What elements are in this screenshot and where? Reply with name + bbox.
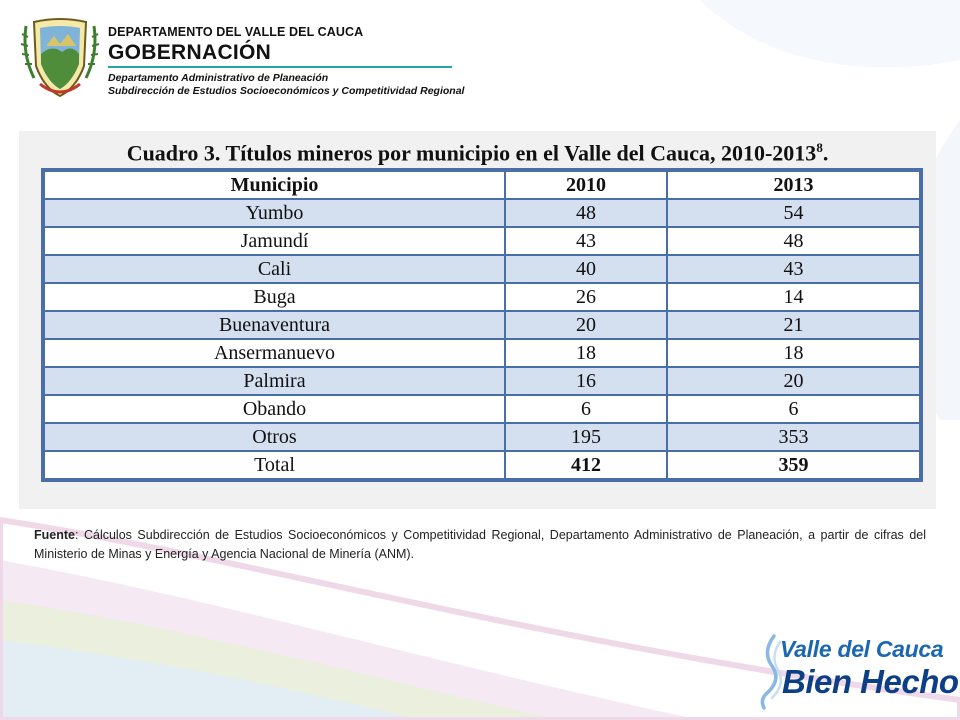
cell-municipio: Ansermanuevo xyxy=(41,338,506,368)
cell-2010: 43 xyxy=(504,226,668,256)
table-row: Obando 6 6 xyxy=(41,394,923,424)
cell-2013: 18 xyxy=(666,338,923,368)
cell-2010: 16 xyxy=(504,366,668,396)
cell-municipio: Jamundí xyxy=(41,226,506,256)
cell-2010-total: 412 xyxy=(504,450,668,482)
table-row: Palmira 16 20 xyxy=(41,366,923,396)
cell-municipio: Otros xyxy=(41,422,506,452)
table-row: Cali 40 43 xyxy=(41,254,923,284)
cell-2010: 40 xyxy=(504,254,668,284)
table-caption: Cuadro 3. Títulos mineros por municipio … xyxy=(19,140,936,166)
table-row: Buga 26 14 xyxy=(41,282,923,312)
cell-2010: 26 xyxy=(504,282,668,312)
department-title: DEPARTAMENTO DEL VALLE DEL CAUCA xyxy=(108,25,364,39)
table-total-row: Total 412 359 xyxy=(41,450,923,482)
source-label: Fuente xyxy=(34,528,75,542)
page-header: DEPARTAMENTO DEL VALLE DEL CAUCA GOBERNA… xyxy=(16,14,464,104)
caption-text: Cuadro 3. Títulos mineros por municipio … xyxy=(126,140,817,166)
header-subtitle-subdireccion: Subdirección de Estudios Socioeconómicos… xyxy=(108,85,465,97)
logo-line-valle: Valle del Cauca xyxy=(780,636,944,662)
cell-2013: 14 xyxy=(666,282,923,312)
table-row: Yumbo 48 54 xyxy=(41,198,923,228)
gobernacion-title: GOBERNACIÓN xyxy=(108,41,272,64)
source-text: : Cálculos Subdirección de Estudios Soci… xyxy=(34,528,926,561)
cell-2010: 48 xyxy=(504,198,668,228)
cell-2013: 353 xyxy=(666,422,923,452)
cell-municipio: Cali xyxy=(41,254,506,284)
cell-2013: 54 xyxy=(666,198,923,228)
cell-municipio: Palmira xyxy=(41,366,506,396)
column-header-2010: 2010 xyxy=(504,168,668,200)
cell-2013: 21 xyxy=(666,310,923,340)
cell-municipio: Obando xyxy=(41,394,506,424)
table-row: Buenaventura 20 21 xyxy=(41,310,923,340)
cell-2013: 48 xyxy=(666,226,923,256)
header-divider xyxy=(108,66,452,68)
cell-2010: 20 xyxy=(504,310,668,340)
cell-2010: 195 xyxy=(504,422,668,452)
source-note: Fuente: Cálculos Subdirección de Estudio… xyxy=(34,526,926,564)
table-row: Ansermanuevo 18 18 xyxy=(41,338,923,368)
cell-municipio: Yumbo xyxy=(41,198,506,228)
table-header-row: Municipio 2010 2013 xyxy=(41,168,923,200)
cell-2013: 43 xyxy=(666,254,923,284)
cell-municipio: Buga xyxy=(41,282,506,312)
valle-bien-hecho-logo: Valle del Cauca Bien Hecho! xyxy=(752,632,960,716)
cell-municipio: Buenaventura xyxy=(41,310,506,340)
column-header-municipio: Municipio xyxy=(41,168,506,200)
header-subtitle-planeacion: Departamento Administrativo de Planeació… xyxy=(108,72,329,84)
table-panel: Cuadro 3. Títulos mineros por municipio … xyxy=(19,131,936,509)
logo-line-bien-hecho: Bien Hecho! xyxy=(782,663,960,700)
valle-swirl-icon xyxy=(760,634,783,710)
mining-titles-table: Municipio 2010 2013 Yumbo 48 54 Jamundí … xyxy=(41,168,923,482)
cell-2013-total: 359 xyxy=(666,450,923,482)
table-row: Jamundí 43 48 xyxy=(41,226,923,256)
caption-footnote: 8 xyxy=(816,140,823,155)
cell-2013: 6 xyxy=(666,394,923,424)
caption-end: . xyxy=(822,140,829,166)
cell-2010: 18 xyxy=(504,338,668,368)
cell-2010: 6 xyxy=(504,394,668,424)
department-crest-icon xyxy=(20,18,100,98)
table-row: Otros 195 353 xyxy=(41,422,923,452)
cell-2013: 20 xyxy=(666,366,923,396)
column-header-2013: 2013 xyxy=(666,168,923,200)
cell-municipio: Total xyxy=(41,450,506,482)
